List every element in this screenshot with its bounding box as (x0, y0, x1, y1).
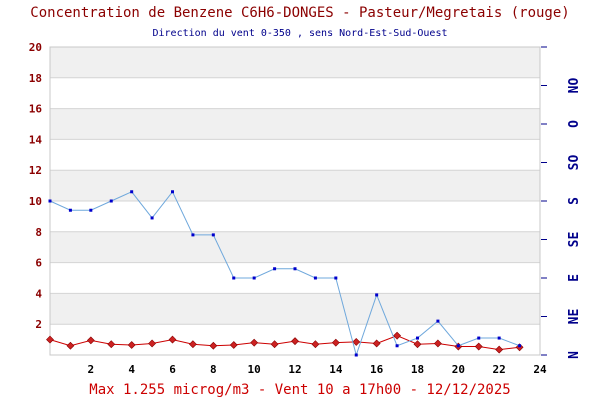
y-tick-label: 6 (35, 257, 42, 270)
series-1-point (331, 338, 340, 347)
chart-subtitle: Direction du vent 0-350 , sens Nord-Est-… (152, 28, 448, 39)
series-1-point (372, 339, 381, 348)
series-1-point (188, 340, 197, 349)
series-1-point (209, 341, 218, 350)
y-tick-label: 2 (35, 318, 42, 331)
series-1-point (127, 341, 136, 349)
series-2-point (518, 344, 522, 348)
series-1-point (311, 340, 320, 349)
series-2-point (375, 293, 379, 297)
series-2-point (89, 208, 93, 212)
series-2-point (150, 216, 154, 220)
x-tick-label: 24 (533, 363, 547, 376)
wind-direction-label: SO (567, 155, 582, 171)
grid-band (50, 139, 540, 171)
series-1-point (270, 340, 279, 349)
series-1-point (495, 345, 504, 354)
series-2-point (48, 199, 52, 203)
series-1-point (433, 339, 442, 348)
series-2-point (232, 276, 236, 280)
wind-direction-label: S (567, 197, 582, 205)
series-2-point (334, 276, 338, 280)
grid-band (50, 170, 540, 201)
series-1-point (250, 338, 259, 347)
x-tick-label: 8 (210, 363, 217, 376)
y-tick-label: 14 (29, 133, 43, 146)
grid-band (50, 293, 540, 325)
grid-band (50, 108, 540, 140)
series-1-point (46, 335, 54, 344)
x-tick-label: 12 (288, 363, 301, 376)
series-2-point (354, 353, 358, 357)
grid-band (50, 47, 540, 78)
y-tick-label: 12 (29, 164, 42, 177)
series-2-point (456, 344, 460, 348)
x-tick-label: 16 (370, 363, 384, 376)
x-tick-label: 6 (169, 363, 176, 376)
series-1-point (107, 340, 116, 349)
series-1-point (168, 335, 177, 344)
y-tick-label: 20 (29, 41, 42, 54)
wind-direction-label: SE (567, 232, 582, 248)
chart-footer: Max 1.255 microg/m3 - Vent 10 a 17h00 - … (89, 382, 511, 398)
series-1-point (352, 337, 361, 346)
grid-band (50, 231, 540, 263)
series-2-point (416, 336, 419, 340)
series-2-point (477, 336, 481, 340)
grid-band (50, 262, 540, 294)
series-2-point (436, 319, 440, 323)
series-2-point (252, 276, 256, 280)
wind-direction-label: NE (567, 309, 582, 325)
x-tick-label: 2 (88, 363, 95, 376)
y-tick-label: 16 (29, 103, 43, 116)
y-tick-label: 10 (29, 195, 42, 208)
series-2-point (130, 190, 134, 194)
x-tick-label: 10 (248, 363, 261, 376)
x-tick-label: 22 (493, 363, 506, 376)
x-tick-label: 4 (128, 363, 135, 376)
chart-title: Concentration de Benzene C6H6-DONGES - P… (30, 5, 570, 21)
grid-band (50, 201, 540, 232)
wind-direction-label: NO (567, 78, 582, 94)
wind-direction-label: O (567, 120, 582, 128)
y-tick-label: 18 (29, 72, 42, 85)
series-2-point (293, 267, 297, 271)
series-1-point (148, 339, 157, 348)
series-1-point (393, 331, 402, 340)
wind-direction-label: E (567, 274, 582, 282)
series-2-point (497, 336, 501, 340)
series-1-point (86, 336, 95, 345)
series-1-point (291, 337, 299, 346)
x-tick-label: 20 (452, 363, 465, 376)
series-2-point (109, 199, 113, 203)
series-2-point (211, 233, 215, 237)
series-2-point (171, 190, 174, 194)
series-2-line (49, 190, 520, 357)
series-1-point (229, 341, 238, 349)
grid-band (50, 77, 540, 109)
series-2-point (313, 276, 317, 280)
series-2-point (273, 267, 277, 271)
wind-direction-label: N (567, 351, 582, 359)
y-tick-label: 4 (35, 287, 42, 300)
series-2-point (395, 344, 399, 348)
series-1-point (474, 342, 483, 351)
series-1-point (66, 341, 75, 350)
x-tick-label: 14 (329, 363, 343, 376)
y-tick-label: 8 (35, 226, 42, 239)
series-2-point (191, 233, 195, 237)
x-tick-label: 18 (411, 363, 424, 376)
series-1-point (413, 340, 422, 349)
series-2-point (68, 208, 72, 212)
